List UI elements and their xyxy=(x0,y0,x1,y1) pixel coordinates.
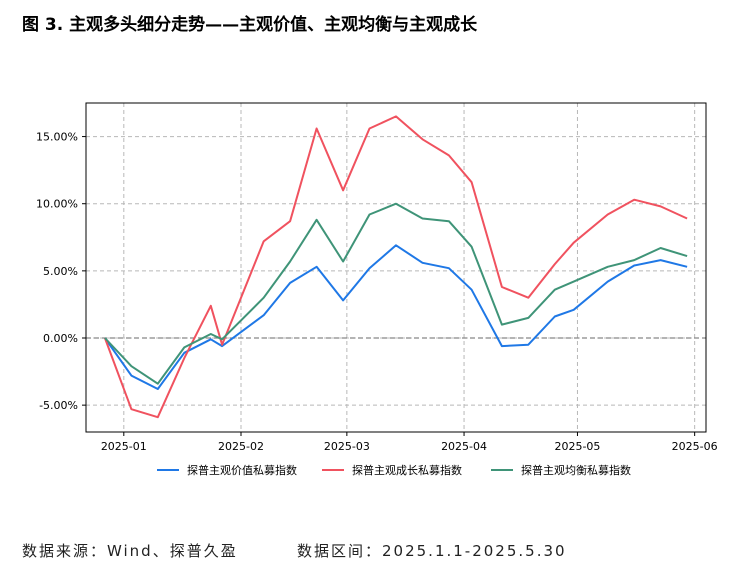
series-line-growth xyxy=(103,115,688,419)
data-source-note: 数据来源：Wind、探普久盈 xyxy=(22,542,238,560)
figure-title: 图 3. 主观多头细分走势——主观价值、主观均衡与主观成长 xyxy=(22,15,478,35)
legend-label: 探普主观成长私募指数 xyxy=(352,463,462,477)
y-tick-label: 0.00% xyxy=(43,332,78,345)
series-line-balanced xyxy=(104,202,688,385)
x-tick-label: 2025-05 xyxy=(554,440,600,453)
plot-frame xyxy=(85,102,707,433)
y-tick-label: -5.00% xyxy=(39,399,78,412)
x-tick-label: 2025-01 xyxy=(101,440,147,453)
x-tick-label: 2025-03 xyxy=(324,440,370,453)
x-tick-label: 2025-06 xyxy=(672,440,718,453)
y-tick-label: 15.00% xyxy=(36,131,78,144)
x-tick-label: 2025-04 xyxy=(441,440,487,453)
x-tick-label: 2025-02 xyxy=(218,440,264,453)
series-line-value xyxy=(104,244,688,390)
y-tick-label: 5.00% xyxy=(43,265,78,278)
legend-label: 探普主观价值私募指数 xyxy=(187,463,297,477)
y-tick-label: 10.00% xyxy=(36,198,78,211)
legend-label: 探普主观均衡私募指数 xyxy=(521,463,631,477)
data-range-note: 数据区间：2025.1.1-2025.5.30 xyxy=(297,542,567,560)
